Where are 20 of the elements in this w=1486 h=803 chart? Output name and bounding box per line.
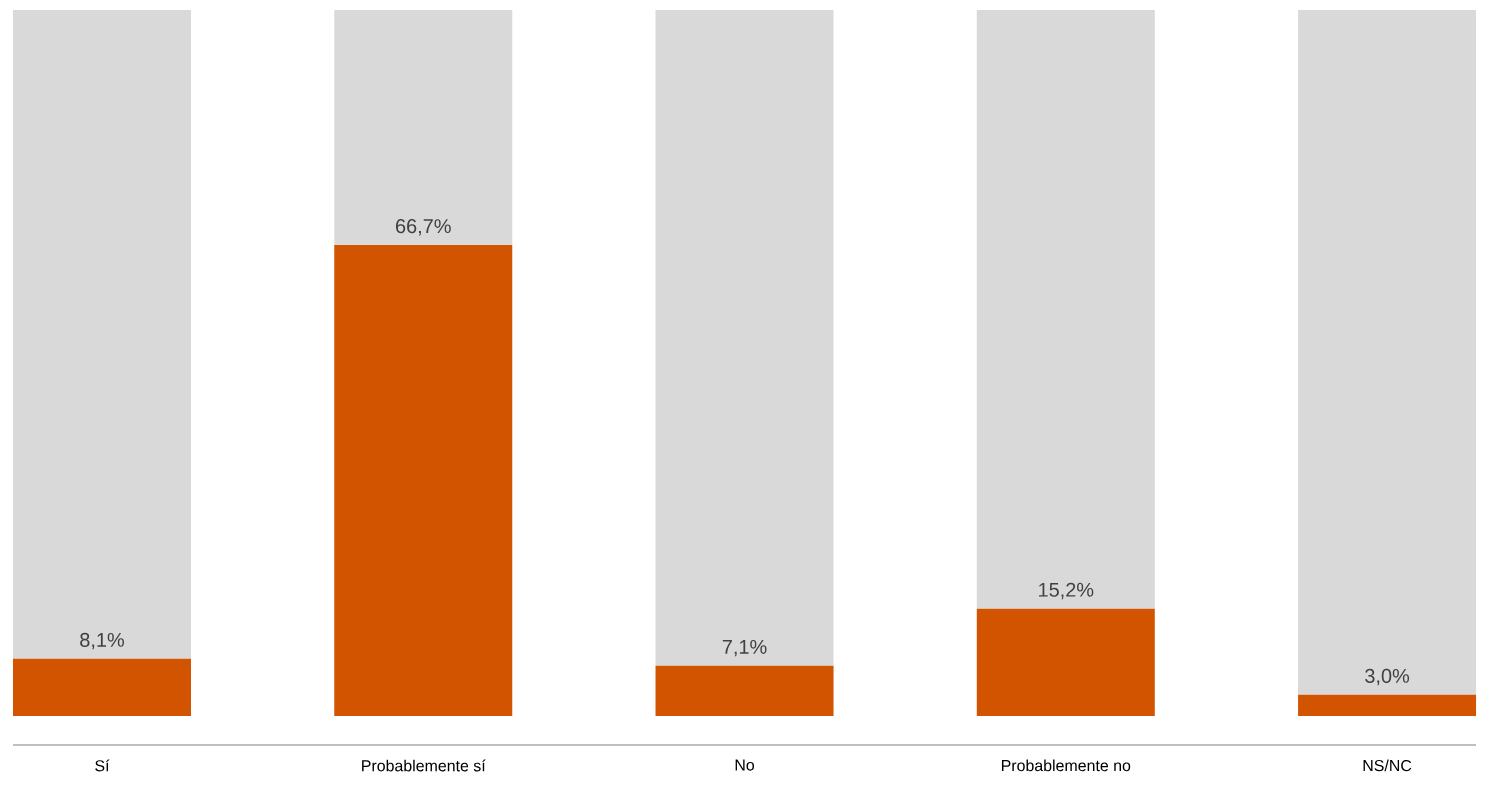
data-label: 8,1% (80, 632, 124, 650)
x-tick-label: NS/NC (1363, 759, 1412, 772)
bar (976, 608, 1155, 716)
x-tick-label: No (735, 759, 755, 771)
data-label: 66,7% (396, 219, 451, 236)
x-tick-label: Probablemente no (1001, 759, 1131, 772)
data-label: 15,2% (1039, 582, 1094, 600)
bar (1298, 9, 1477, 695)
bar (655, 9, 834, 666)
bar (1298, 694, 1477, 716)
bar (655, 665, 834, 716)
bar (976, 9, 1155, 609)
data-label: 7,1% (722, 639, 767, 657)
bar (334, 245, 513, 716)
x-tick-label: Probablemente sí (362, 759, 486, 772)
bar (12, 658, 191, 716)
data-label: 3,0% (1365, 668, 1410, 686)
bar (12, 9, 191, 659)
bar (334, 9, 513, 246)
x-tick-label: Sí (95, 759, 110, 772)
